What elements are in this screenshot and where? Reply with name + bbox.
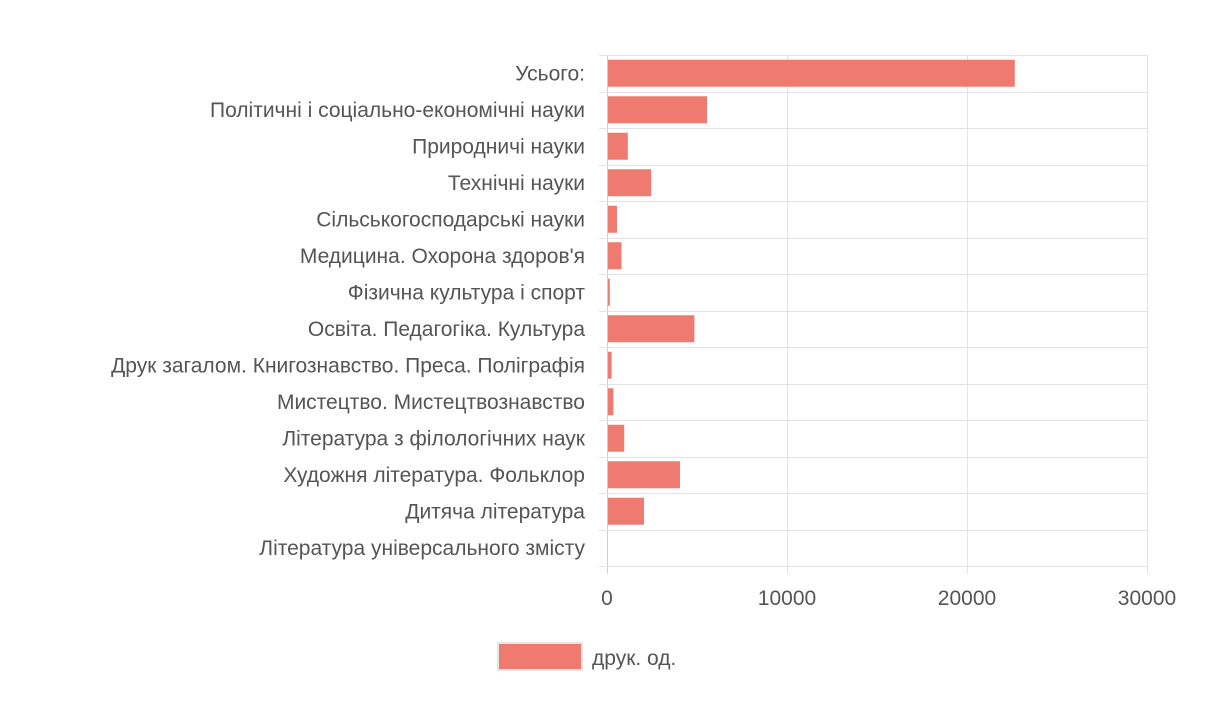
category-label: Художня література. Фольклор (283, 464, 585, 487)
bar[interactable] (608, 388, 614, 416)
bar[interactable] (608, 351, 612, 379)
category-label: Усього: (515, 62, 585, 85)
bar[interactable] (608, 59, 1015, 87)
x-tick-label: 0 (601, 587, 613, 610)
category-label: Природничі науки (412, 135, 585, 158)
legend-swatch (497, 642, 583, 671)
category-label: Освіта. Педагогіка. Культура (308, 318, 585, 341)
legend[interactable]: друк. од. (497, 642, 676, 671)
category-label: Друк загалом. Книгознавство. Преса. Полі… (111, 354, 585, 377)
bar[interactable] (608, 461, 680, 489)
bar[interactable] (608, 96, 707, 124)
x-tick-label: 10000 (758, 587, 816, 610)
category-label: Мистецтво. Мистецтвознавство (277, 391, 585, 414)
category-label: Медицина. Охорона здоров'я (300, 245, 585, 268)
grid-layer (599, 55, 1148, 574)
category-label: Фізична культура і спорт (348, 281, 586, 304)
category-labels: Усього: Політичні і соціально-економічні … (111, 62, 586, 560)
legend-label: друк. од. (592, 647, 676, 670)
bar[interactable] (608, 169, 652, 197)
category-label: Література з філологічних наук (282, 427, 585, 450)
category-label: Література універсального змісту (259, 537, 585, 560)
bar[interactable] (608, 132, 628, 160)
category-label: Політичні і соціально-економічні науки (210, 99, 585, 122)
bar[interactable] (608, 497, 644, 525)
x-axis-ticks: 0 10000 20000 30000 (601, 587, 1176, 610)
bar[interactable] (608, 315, 695, 343)
x-tick-label: 20000 (938, 587, 996, 610)
category-label: Сільськогосподарські науки (316, 208, 585, 231)
bar[interactable] (608, 205, 617, 233)
x-tick-label: 30000 (1118, 587, 1176, 610)
bar[interactable] (608, 424, 625, 452)
category-label: Дитяча література (405, 500, 585, 523)
bar[interactable] (608, 278, 610, 306)
category-label: Технічні науки (448, 172, 585, 195)
bar[interactable] (608, 242, 622, 270)
bar-layer (608, 59, 1015, 525)
